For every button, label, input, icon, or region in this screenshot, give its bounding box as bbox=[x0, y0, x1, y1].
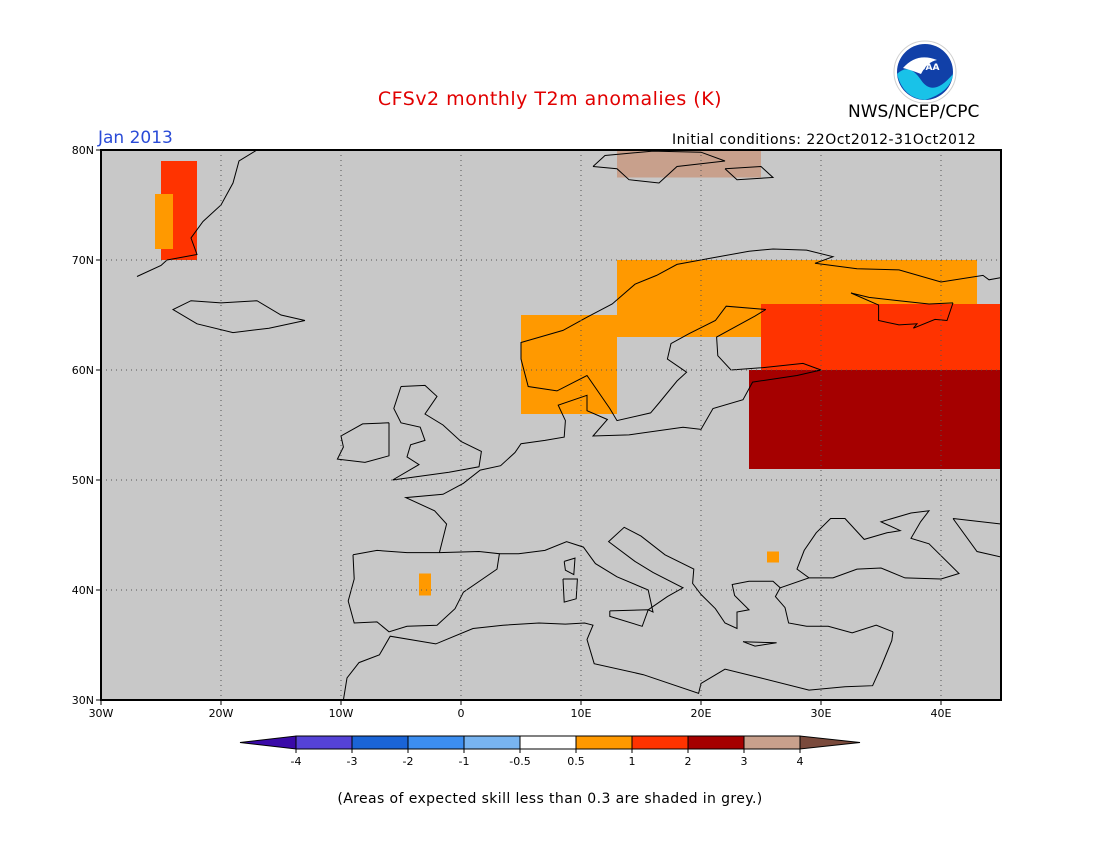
colorbar-arrow-low bbox=[239, 735, 297, 750]
lat-tick-label: 60N bbox=[72, 364, 94, 377]
lon-tick-label: 10W bbox=[329, 707, 354, 720]
anomaly-region bbox=[767, 551, 779, 563]
coastline bbox=[742, 641, 777, 647]
lat-tick-label: 50N bbox=[72, 474, 94, 487]
coastlines bbox=[136, 150, 1001, 700]
chart-title: CFSv2 monthly T2m anomalies (K) bbox=[377, 88, 723, 110]
axis-ticks bbox=[96, 149, 942, 705]
graticule bbox=[101, 150, 1001, 700]
coastline bbox=[716, 309, 822, 371]
coastline bbox=[724, 165, 775, 181]
coastline bbox=[136, 259, 168, 277]
noaa-logo-text: NOAA bbox=[911, 63, 940, 73]
lon-tick-label: 20E bbox=[691, 707, 712, 720]
lat-tick-label: 70N bbox=[72, 254, 94, 267]
colorbar-label: -3 bbox=[347, 755, 358, 768]
lon-tick-label: 20W bbox=[209, 707, 234, 720]
colorbar-arrow-high bbox=[799, 735, 861, 750]
coastline bbox=[171, 300, 306, 334]
lat-tick-label: 40N bbox=[72, 584, 94, 597]
coastline bbox=[850, 292, 954, 329]
anomaly-region bbox=[617, 150, 761, 178]
colorbar-label: 4 bbox=[797, 755, 804, 768]
colorbar-label: 0.5 bbox=[567, 755, 585, 768]
forecast-period: Jan 2013 bbox=[98, 128, 173, 148]
coastline bbox=[814, 369, 822, 372]
coastline bbox=[563, 557, 576, 576]
coastline bbox=[403, 369, 822, 553]
colorbar-swatch bbox=[687, 735, 745, 750]
lat-tick-label: 80N bbox=[72, 144, 94, 157]
lon-tick-label: 40E bbox=[931, 707, 952, 720]
coastline bbox=[499, 510, 960, 630]
colorbar-label: 2 bbox=[685, 755, 692, 768]
lon-tick-label: 30W bbox=[89, 707, 114, 720]
colorbar-swatch bbox=[631, 735, 689, 750]
colorbar-label: -2 bbox=[403, 755, 414, 768]
colorbar-label: 3 bbox=[741, 755, 748, 768]
anomaly-region bbox=[155, 194, 173, 249]
colorbar-label: -0.5 bbox=[509, 755, 530, 768]
coastline bbox=[166, 150, 258, 261]
colorbar-label: 1 bbox=[629, 755, 636, 768]
colorbar-label: -1 bbox=[459, 755, 470, 768]
organization-label: NWS/NCEP/CPC bbox=[848, 102, 980, 122]
anomaly-region bbox=[419, 573, 431, 596]
colorbar-swatch bbox=[407, 735, 465, 750]
colorbar-swatch bbox=[463, 735, 521, 750]
noaa-logo: NOAA bbox=[893, 40, 957, 104]
coastline bbox=[347, 549, 500, 633]
map-frame bbox=[100, 149, 1002, 701]
lon-tick-label: 0 bbox=[458, 707, 465, 720]
anomaly-region bbox=[521, 315, 617, 414]
colorbar-swatch bbox=[519, 735, 577, 750]
coastline bbox=[336, 422, 390, 463]
lat-tick-label: 30N bbox=[72, 694, 94, 707]
coastline bbox=[609, 609, 649, 627]
initial-conditions: Initial conditions: 22Oct2012-31Oct2012 bbox=[672, 132, 977, 148]
colorbar-label: -4 bbox=[291, 755, 302, 768]
coastline bbox=[774, 587, 894, 634]
lon-tick-label: 30E bbox=[811, 707, 832, 720]
colorbar-swatch bbox=[295, 735, 353, 750]
colorbar-swatch bbox=[575, 735, 633, 750]
latitude-labels: 80N 70N 60N 50N 40N 30N bbox=[72, 144, 94, 707]
coastline bbox=[392, 384, 482, 481]
colorbar: -4 -3 -2 -1 -0.5 0.5 1 2 3 4 bbox=[239, 735, 861, 768]
coastline bbox=[592, 150, 726, 184]
skill-footnote: (Areas of expected skill less than 0.3 a… bbox=[337, 791, 763, 807]
colorbar-swatch bbox=[743, 735, 801, 750]
coastline bbox=[342, 622, 894, 700]
longitude-labels: 30W 20W 10W 0 10E 20E 30E 40E bbox=[89, 707, 952, 720]
lon-tick-label: 10E bbox=[571, 707, 592, 720]
colorbar-swatch bbox=[351, 735, 409, 750]
coastline bbox=[952, 518, 1001, 558]
coastline bbox=[520, 248, 1001, 422]
anomaly-region bbox=[749, 370, 1001, 469]
coastline bbox=[562, 578, 578, 603]
